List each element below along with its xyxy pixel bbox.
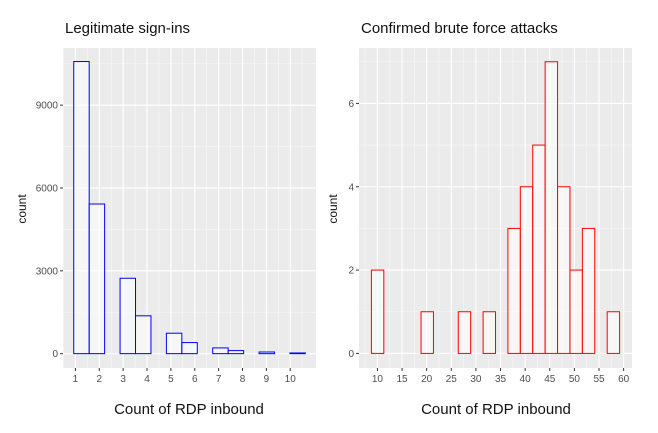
histogram-bar xyxy=(507,227,521,354)
x-tick-label: 7 xyxy=(216,374,222,385)
histogram-bar xyxy=(581,227,596,354)
x-tick-label: 20 xyxy=(421,374,433,385)
panel-background xyxy=(63,48,316,368)
histogram-bar xyxy=(212,347,229,355)
histogram-bar xyxy=(227,350,245,355)
histogram-bar xyxy=(135,315,152,355)
x-tick-label: 45 xyxy=(544,374,556,385)
x-tick-label: 10 xyxy=(372,374,384,385)
x-tick-label: 35 xyxy=(495,374,507,385)
x-tick-label: 8 xyxy=(240,374,246,385)
histogram-bar xyxy=(370,269,385,354)
y-axis-label: count xyxy=(326,194,340,224)
x-tick-label: 1 xyxy=(73,374,79,385)
y-axis-label: count xyxy=(15,194,29,224)
x-axis-label: Count of RDP inbound xyxy=(114,401,264,418)
histogram-bar xyxy=(119,277,137,355)
histogram-bar xyxy=(482,311,497,354)
histogram-bar xyxy=(569,269,583,354)
y-tick-label: 6000 xyxy=(36,183,59,194)
histogram-bar xyxy=(544,61,559,354)
plot-area: 1 2 3 4 5 6 7 8 9 10 0 3000 6000 9000 xyxy=(36,48,316,385)
y-tick-label: 3000 xyxy=(36,266,59,277)
chart-title: Legitimate sign-ins xyxy=(65,20,190,37)
x-tick-label: 9 xyxy=(264,374,270,385)
x-tick-label: 3 xyxy=(120,374,126,385)
chart-legitimate-sign-ins: 1 2 3 4 5 6 7 8 9 10 0 3000 6000 9000 Legitimate sign… xyxy=(15,20,316,418)
x-tick-label: 5 xyxy=(168,374,174,385)
histogram-bar xyxy=(420,311,434,354)
x-tick-label: 2 xyxy=(96,374,102,385)
x-tick-label: 40 xyxy=(520,374,532,385)
x-tick-label: 15 xyxy=(396,374,408,385)
y-tick-label: 0 xyxy=(52,349,58,360)
histogram-bar xyxy=(258,351,275,355)
y-tick-label: 0 xyxy=(348,349,354,360)
x-tick-label: 60 xyxy=(618,374,630,385)
histogram-bar xyxy=(73,61,90,355)
chart-confirmed-brute-force-attacks: 10 15 20 25 30 35 40 45 50 55 60 0 2 4 6 Confirmed bru… xyxy=(326,20,632,418)
histogram-bar xyxy=(557,186,571,354)
x-axis-label: Count of RDP inbound xyxy=(421,401,571,418)
chart-title: Confirmed brute force attacks xyxy=(361,20,558,37)
histogram-bar xyxy=(181,342,198,355)
x-tick-label: 10 xyxy=(285,374,297,385)
histogram-bar xyxy=(289,352,306,355)
histogram-bar xyxy=(519,186,534,354)
x-tick-label: 55 xyxy=(593,374,605,385)
x-tick-label: 50 xyxy=(569,374,581,385)
x-tick-label: 4 xyxy=(144,374,150,385)
x-tick-label: 6 xyxy=(192,374,198,385)
histogram-bar xyxy=(532,144,546,354)
histogram-bar xyxy=(88,203,106,355)
plot-area: 10 15 20 25 30 35 40 45 50 55 60 0 2 4 6 xyxy=(348,48,632,385)
histogram-bar xyxy=(165,332,183,355)
y-tick-label: 4 xyxy=(348,182,354,193)
histogram-bar xyxy=(457,311,472,354)
x-tick-label: 25 xyxy=(446,374,458,385)
y-tick-label: 6 xyxy=(348,99,354,110)
y-tick-label: 9000 xyxy=(36,101,59,112)
x-tick-label: 30 xyxy=(470,374,482,385)
histogram-bar xyxy=(606,311,621,354)
y-tick-label: 2 xyxy=(348,266,354,277)
